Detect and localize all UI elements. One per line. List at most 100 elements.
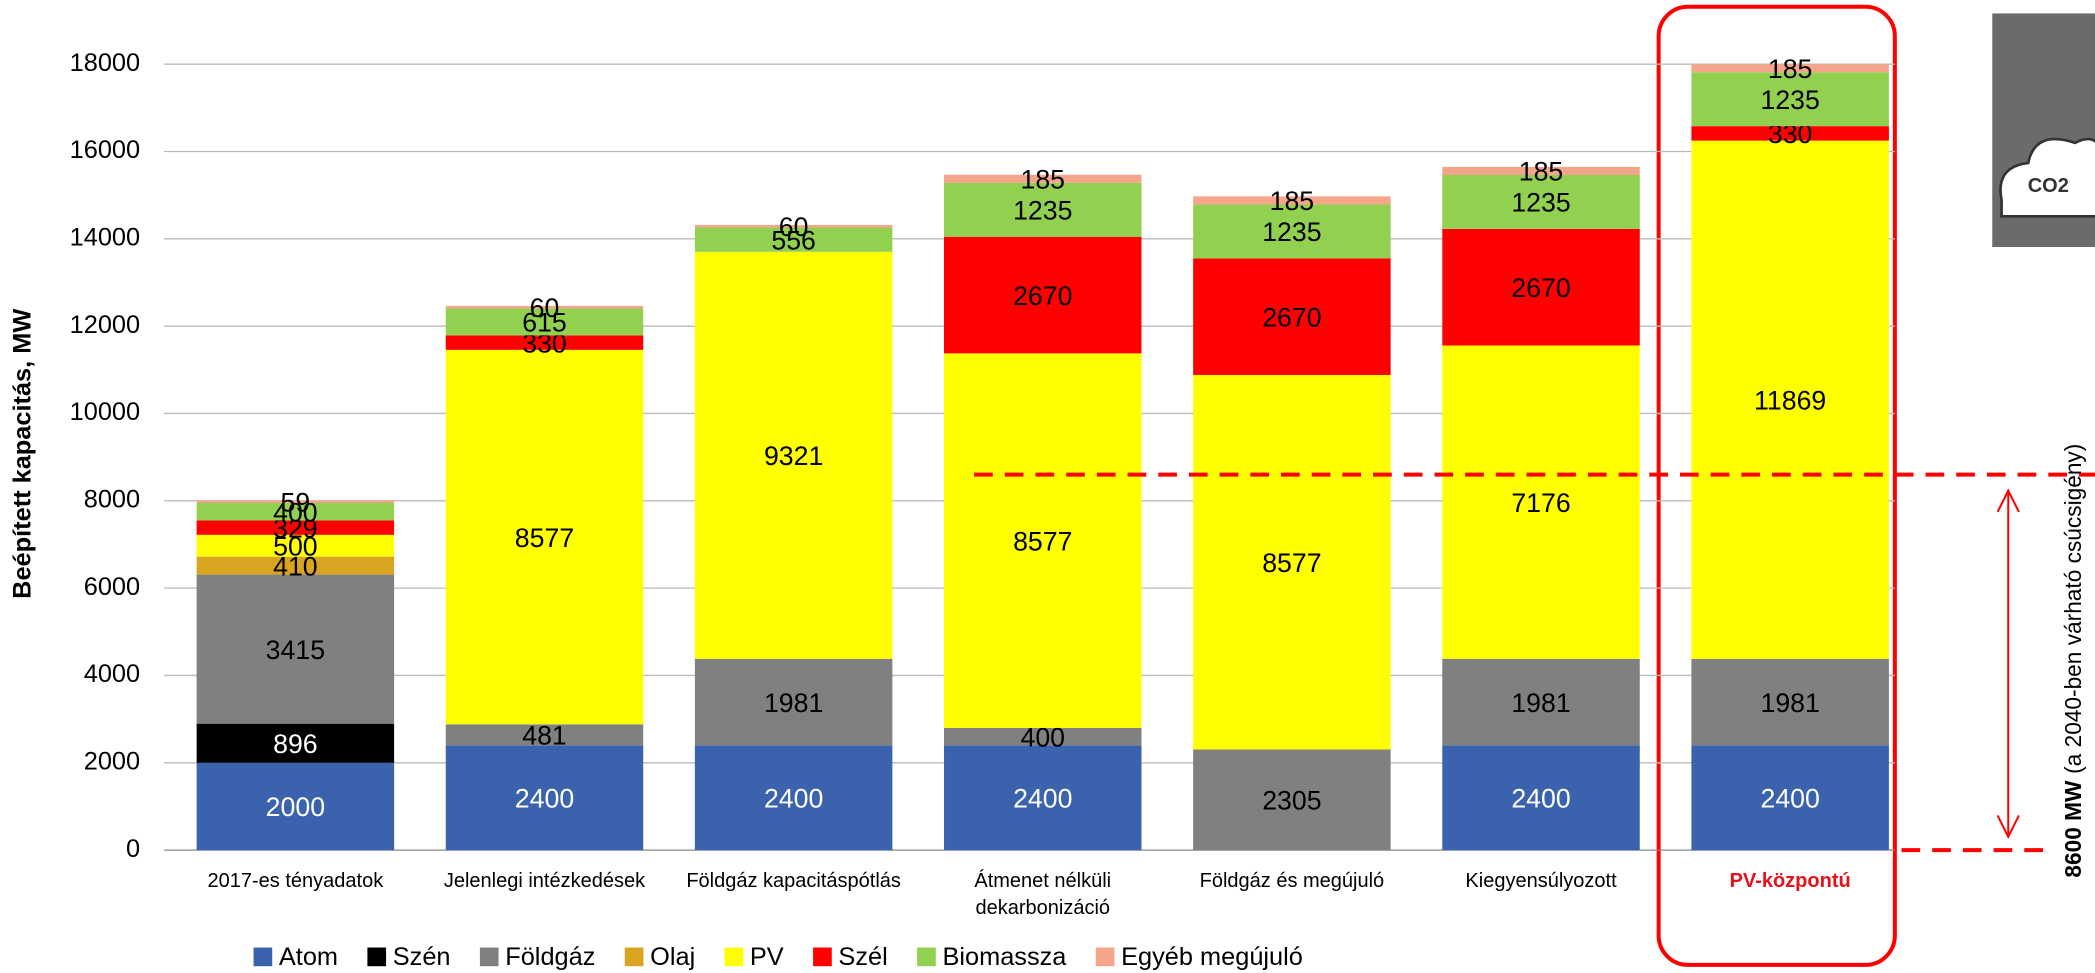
data-label: 2400	[1760, 783, 1819, 813]
bar-segment	[445, 349, 644, 725]
data-label: 185	[1270, 186, 1315, 216]
y-tick-label: 0	[126, 835, 140, 863]
y-axis-title: Beépített kapacitás, MW	[9, 309, 37, 599]
bar-segment	[1193, 258, 1391, 375]
y-tick-label: 12000	[70, 311, 140, 339]
bar-segment	[445, 335, 644, 350]
annotation-rest: (a 2040-ben várható csúcsigény)	[2060, 444, 2086, 774]
data-label: 7176	[1511, 488, 1570, 518]
data-label: 1981	[1511, 688, 1570, 718]
legend-label: Atom	[279, 943, 338, 971]
bar-segment	[1442, 345, 1640, 659]
x-tick-label: Földgáz kapacitáspótlás	[686, 870, 901, 892]
x-tick-label: Átmenet nélküli dekarbonizáció	[974, 869, 1111, 919]
data-label: 2400	[1511, 783, 1570, 813]
bar-segment	[196, 500, 395, 503]
bar-segment	[694, 224, 893, 228]
data-label: 2670	[1511, 273, 1570, 303]
data-label: 8577	[1262, 548, 1321, 578]
y-tick-label: 14000	[70, 224, 140, 252]
bar-segment	[1193, 749, 1391, 851]
bar-segment	[944, 182, 1142, 237]
bar-segment	[694, 658, 893, 746]
legend-label: Egyéb megújuló	[1121, 943, 1303, 971]
legend-label: Biomassza	[942, 943, 1067, 971]
data-label: 556	[771, 225, 816, 255]
legend-swatch	[917, 947, 936, 967]
data-label: 615	[522, 308, 567, 338]
x-tick-label: Kiegyensúlyozott	[1465, 870, 1617, 892]
co2-cloud	[1999, 137, 2095, 218]
bar-segment	[445, 308, 644, 336]
bar-segment	[694, 227, 893, 252]
y-tick-label: 8000	[84, 486, 140, 514]
bar-segment	[1442, 745, 1640, 851]
legend-swatch	[724, 947, 744, 967]
bar-segment	[944, 745, 1142, 851]
bar-segment	[196, 534, 395, 557]
bar-segment	[944, 353, 1142, 728]
data-label: 2670	[1262, 302, 1321, 332]
data-label: 1235	[1760, 85, 1819, 115]
bar-segment	[445, 305, 644, 309]
data-label: 8577	[1013, 526, 1072, 556]
data-label: 2000	[266, 792, 325, 822]
data-label: 9321	[764, 441, 823, 471]
bar-segment	[1691, 745, 1889, 851]
bar-segment	[1442, 228, 1640, 346]
bar-segment	[445, 745, 644, 851]
bar-segment	[1193, 374, 1391, 750]
data-label: 1235	[1262, 217, 1321, 247]
legend-label: Földgáz	[505, 943, 595, 971]
data-label: 1981	[764, 688, 823, 718]
legend-label: Szén	[393, 943, 451, 971]
data-label: 11869	[1754, 385, 1826, 415]
legend-swatch	[367, 947, 387, 967]
bar-segment	[196, 556, 395, 575]
bar-segment	[1691, 140, 1889, 659]
x-tick-label: Jelenlegi intézkedések	[444, 870, 646, 892]
bar-segment	[944, 727, 1142, 746]
bar-segment	[1442, 174, 1640, 229]
bar-segment	[1442, 658, 1640, 746]
y-tick-label: 2000	[84, 747, 140, 775]
bar-segment	[1691, 64, 1889, 73]
x-tick-label: Földgáz és megújuló	[1200, 870, 1385, 892]
legend-label: Olaj	[650, 943, 695, 971]
legend-swatch	[479, 947, 499, 967]
bar-segment	[944, 174, 1142, 183]
y-tick-label: 10000	[70, 398, 140, 426]
bar-segment	[196, 574, 395, 724]
bar-segment	[196, 520, 395, 535]
data-label: 60	[530, 293, 560, 323]
bar-segment	[1442, 166, 1640, 175]
legend-label: PV	[750, 943, 784, 971]
bar-segment	[694, 745, 893, 851]
data-label: 500	[273, 531, 318, 561]
data-label: 1981	[1760, 688, 1819, 718]
highlight-box	[1656, 4, 1897, 967]
data-label: 3415	[266, 635, 325, 665]
y-tick-label: 4000	[84, 660, 140, 688]
data-label: 2400	[1013, 783, 1072, 813]
y-tick-label: 6000	[84, 573, 140, 601]
data-label: 185	[1021, 165, 1066, 195]
bar-segment	[944, 236, 1142, 354]
y-tick-label: 18000	[70, 49, 140, 77]
arrow-head	[1996, 814, 2020, 840]
bar-segment	[1691, 72, 1889, 127]
legend-swatch	[813, 947, 832, 967]
data-label: 2670	[1013, 281, 1072, 311]
annotation: 8600 MW (a 2040-ben várható csúcsigény)	[2060, 444, 2086, 878]
legend-swatch	[253, 947, 273, 967]
bar-segment	[196, 723, 395, 763]
bar-segment	[196, 502, 395, 521]
bar-segment	[1691, 126, 1889, 141]
bar-segment	[445, 724, 644, 746]
co2-label: CO2	[2028, 175, 2069, 197]
bar-segment	[1193, 196, 1391, 205]
data-label: 2305	[1262, 786, 1321, 816]
x-tick-label: 2017-es tényadatok	[208, 870, 385, 892]
